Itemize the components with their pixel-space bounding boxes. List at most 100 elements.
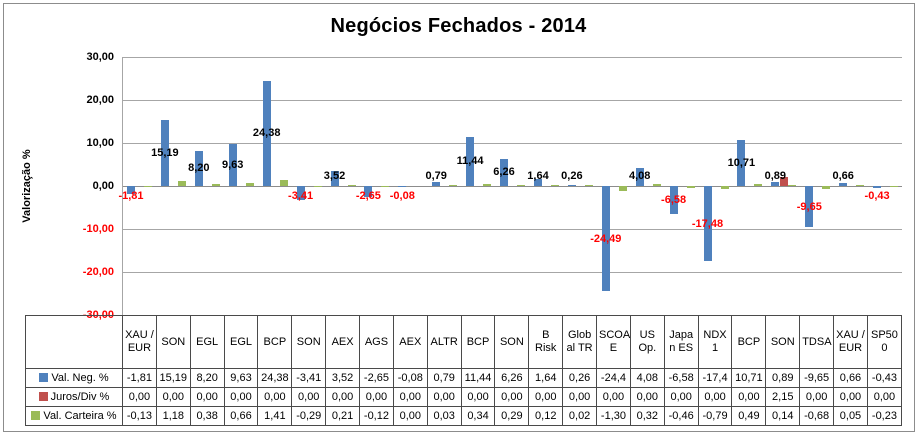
bar-value-label: -1,81 [118, 189, 144, 202]
bar-series3-cat11[interactable] [483, 184, 492, 186]
x-category-label: Japa n ES [663, 315, 699, 369]
bar-series3-cat6[interactable] [313, 185, 322, 187]
table-value-cell: -3,41 [291, 368, 327, 388]
bar-series3-cat20[interactable] [788, 184, 797, 186]
x-category-label: NDX 1 [697, 315, 733, 369]
table-value-cell: 0,00 [833, 387, 868, 407]
bar-series1-cat1[interactable] [127, 185, 135, 194]
bar-value-label: -24,49 [590, 232, 622, 245]
bar-series3-cat21[interactable] [822, 185, 831, 189]
bar-value-label: -17,48 [691, 217, 724, 230]
bar-series1-cat11[interactable] [466, 136, 475, 186]
x-category-label: AEX [325, 315, 361, 369]
bar-series1-cat5[interactable] [262, 80, 271, 186]
bar-series1-cat13[interactable] [534, 178, 542, 186]
bar-value-label: 8,20 [188, 162, 210, 175]
bar-series1-cat15[interactable] [601, 185, 610, 292]
bar-series3-cat23[interactable] [890, 185, 899, 187]
x-category-label: US Op. [629, 315, 665, 369]
legend-swatch-icon [31, 410, 41, 420]
bar-series3-cat5[interactable] [279, 179, 288, 186]
bar-series3-cat22[interactable] [856, 184, 865, 186]
bar-series1-cat4[interactable] [228, 144, 237, 186]
bar-series1-cat16[interactable] [635, 168, 644, 186]
bar-series3-cat15[interactable] [618, 185, 627, 192]
table-value-cell: 0,00 [155, 387, 191, 407]
bar-series1-cat6[interactable] [296, 185, 305, 201]
x-category-label: BCP [731, 315, 767, 369]
bar-series3-cat8[interactable] [381, 185, 390, 187]
table-value-cell: 0,00 [359, 387, 394, 407]
bar-series1-cat20[interactable] [771, 182, 780, 186]
bar-series1-cat7[interactable] [330, 170, 339, 186]
table-value-cell: 11,44 [460, 368, 496, 388]
table-value-cell: 10,71 [731, 368, 767, 388]
legend-swatch-icon [38, 391, 48, 401]
bar-series1-cat19[interactable] [737, 139, 746, 186]
x-category-label: SON [155, 315, 191, 369]
table-value-cell: 0,14 [765, 406, 801, 426]
bar-series3-cat12[interactable] [517, 184, 525, 186]
bar-series1-cat18[interactable] [703, 185, 712, 262]
table-value-cell: 24,38 [257, 368, 293, 388]
bar-series1-cat8[interactable] [364, 185, 373, 198]
y-axis-tick-label: 30,00 [86, 50, 114, 63]
bar-series1-cat3[interactable] [194, 150, 203, 186]
bar-series3-cat7[interactable] [347, 184, 356, 186]
table-value-cell: -17,4 [697, 368, 733, 388]
bar-series1-cat21[interactable] [805, 185, 814, 228]
bar-series3-cat16[interactable] [652, 184, 661, 186]
bar-series3-cat2[interactable] [177, 180, 186, 186]
table-value-cell: 6,26 [494, 368, 530, 388]
bar-series1-cat14[interactable] [567, 184, 576, 186]
legend-item-series1: Val. Neg. % [25, 368, 123, 388]
table-value-cell: 0,49 [731, 406, 767, 426]
bar-value-label: -2,65 [355, 189, 381, 202]
x-category-label: SP50 0 [866, 315, 903, 369]
table-value-cell: 0,79 [426, 368, 462, 388]
table-value-cell: -0,13 [122, 406, 157, 426]
bar-series3-cat17[interactable] [686, 185, 695, 188]
bar-value-label: -9,65 [796, 200, 822, 213]
table-value-cell: 0,05 [833, 406, 868, 426]
bar-series1-cat10[interactable] [432, 182, 441, 186]
x-category-label: BCP [460, 315, 496, 369]
table-value-cell: 0,00 [189, 387, 225, 407]
table-value-cell: -1,30 [596, 406, 631, 426]
bar-series1-cat17[interactable] [669, 185, 678, 215]
table-value-cell: 0,38 [189, 406, 225, 426]
gridline [122, 142, 902, 144]
bar-series1-cat23[interactable] [873, 185, 882, 188]
bar-series3-cat13[interactable] [551, 184, 559, 186]
bar-value-label: 1,64 [527, 169, 549, 182]
table-value-cell: -24,4 [596, 368, 631, 388]
bar-series3-cat1[interactable] [144, 185, 152, 187]
table-row: Val. Carteira % -0,13 1,18 0,38 0,66 1,41 -0,2… [25, 406, 903, 426]
bar-value-label: 6,26 [493, 166, 515, 179]
table-value-cell: 0,00 [257, 387, 293, 407]
bar-series3-cat18[interactable] [720, 185, 729, 190]
bar-series3-cat4[interactable] [245, 183, 254, 186]
bar-series3-cat10[interactable] [449, 184, 458, 186]
gridline [122, 272, 902, 273]
bar-series1-cat2[interactable] [160, 120, 169, 186]
bar-value-label: 10,71 [727, 156, 756, 169]
bar-series2-cat20[interactable] [779, 176, 788, 186]
table-value-cell: 0,34 [460, 406, 496, 426]
x-category-label: AGS [359, 315, 394, 369]
bar-series3-cat3[interactable] [211, 184, 220, 186]
bar-series3-cat19[interactable] [754, 183, 763, 186]
bar-value-label: 0,26 [561, 169, 583, 182]
table-value-cell: 2,15 [765, 387, 801, 407]
table-value-cell: -0,12 [359, 406, 394, 426]
table-value-cell: 0,00 [697, 387, 733, 407]
bar-series1-cat22[interactable] [839, 183, 848, 186]
table-value-cell: -2,65 [359, 368, 394, 388]
bar-series3-cat14[interactable] [584, 184, 593, 186]
table-value-cell: 0,26 [562, 368, 598, 388]
bar-series1-cat9[interactable] [398, 185, 407, 187]
bar-value-label: 0,66 [832, 169, 854, 182]
y-axis-tick-label: 0,00 [92, 179, 114, 192]
bar-series1-cat12[interactable] [500, 158, 508, 186]
